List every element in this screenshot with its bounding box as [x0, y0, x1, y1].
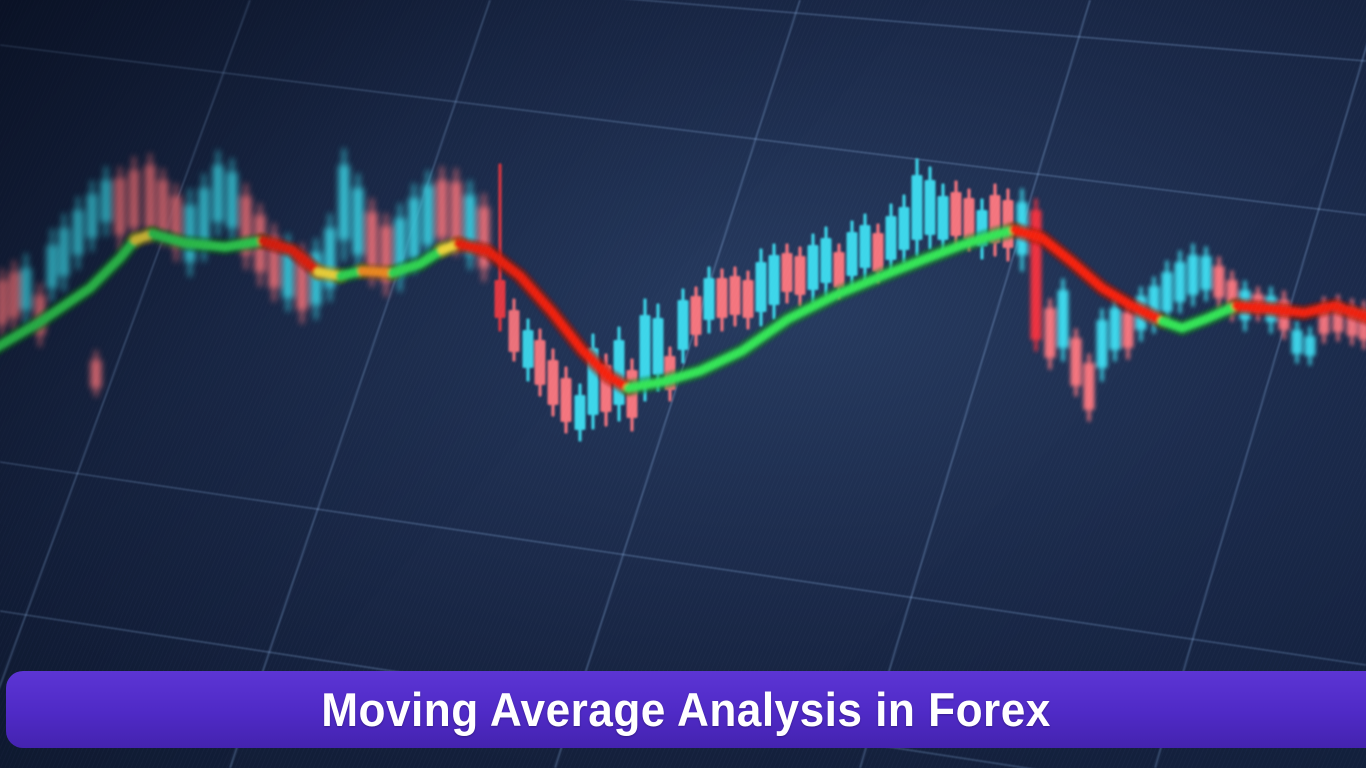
candle-body: [408, 198, 420, 258]
candle-body: [1044, 308, 1056, 358]
candle-body: [450, 182, 462, 242]
candle-body: [1161, 272, 1173, 312]
candle-body: [422, 185, 434, 245]
grid-hline: [0, 461, 1366, 666]
candle-body: [560, 378, 572, 422]
candle-body: [508, 310, 520, 352]
candle-body: [690, 296, 702, 335]
candle-body: [820, 238, 832, 283]
candle-body: [924, 180, 936, 235]
candle-body: [184, 205, 196, 262]
candle-body: [1109, 308, 1121, 350]
candle-body: [807, 245, 819, 290]
candle-body: [574, 395, 586, 430]
candle-body: [1122, 312, 1134, 348]
candle-body: [547, 360, 559, 405]
candle-body: [755, 262, 767, 312]
candle-body: [652, 318, 664, 375]
grid-vline: [0, 0, 251, 689]
title-banner: Moving Average Analysis in Forex: [6, 671, 1366, 748]
candle-body: [716, 278, 728, 318]
candle-body: [0, 280, 8, 325]
banner-title: Moving Average Analysis in Forex: [321, 683, 1051, 736]
candle-body: [1304, 336, 1316, 356]
candle-body: [859, 225, 871, 268]
candle-body: [742, 280, 754, 318]
candles-middle: [494, 158, 1014, 442]
candle-body: [937, 196, 949, 240]
candle-body: [950, 192, 962, 236]
candle-body: [58, 228, 70, 276]
candle-body: [768, 255, 780, 305]
candle-body: [872, 233, 884, 272]
candle-body: [494, 280, 506, 318]
candle-body: [729, 276, 741, 315]
grid-vline: [859, 0, 1091, 768]
grid-vline: [1154, 44, 1366, 768]
candle-body: [144, 165, 156, 228]
candle-body: [639, 315, 651, 385]
candle-body: [911, 175, 923, 240]
candle-body: [72, 210, 84, 255]
candle-body: [212, 165, 224, 222]
candle-body: [703, 278, 715, 320]
candle-body: [1213, 266, 1225, 298]
candle-body: [114, 178, 126, 235]
candle-body: [833, 252, 845, 288]
candle-body: [522, 330, 534, 368]
candle-body: [1187, 255, 1199, 295]
candle-body: [1070, 338, 1082, 386]
candle-body: [534, 340, 546, 385]
candle-body: [1057, 290, 1069, 348]
candle-body: [46, 245, 58, 288]
candle-body: [100, 180, 112, 222]
candle-body: [157, 180, 169, 232]
candle-body: [1083, 363, 1095, 410]
candle-body: [898, 207, 910, 250]
candle-body: [20, 268, 32, 310]
candle-body: [338, 165, 350, 240]
candle-body: [1096, 320, 1108, 368]
candle-body: [794, 256, 806, 295]
candle-body: [86, 194, 98, 238]
candle-body: [846, 232, 858, 276]
candle-body: [90, 360, 102, 388]
candle-body: [8, 272, 20, 318]
candle-body: [781, 253, 793, 292]
candle-body: [436, 180, 448, 238]
candle-body: [1291, 330, 1303, 354]
candle-body: [352, 188, 364, 255]
candle-body: [198, 188, 210, 245]
candle-body: [1200, 256, 1212, 290]
candle-body: [885, 216, 897, 260]
candle-body: [226, 172, 238, 228]
candle-body: [1174, 262, 1186, 302]
grid-hline: [631, 0, 1366, 62]
ma-segment-orange: [357, 266, 397, 278]
candle-body: [128, 170, 140, 228]
candle-body: [677, 300, 689, 350]
candle-body: [366, 212, 378, 272]
